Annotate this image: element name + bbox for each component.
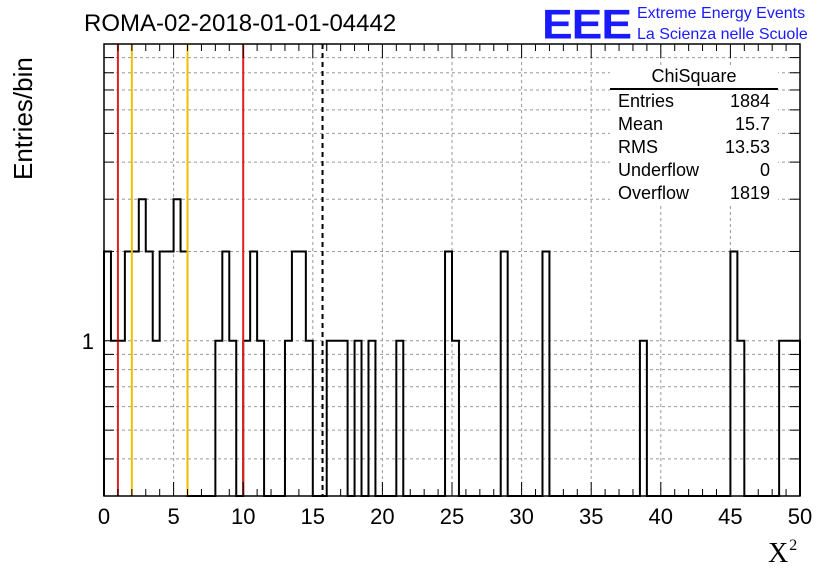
reference-lines bbox=[116, 44, 324, 496]
histogram-bin bbox=[167, 251, 174, 496]
histogram-bin bbox=[368, 341, 375, 496]
eee-logo-line2: La Scienza nelle Scuole bbox=[637, 26, 808, 43]
x-tick-label: 45 bbox=[718, 504, 742, 529]
stats-label: Mean bbox=[618, 114, 664, 134]
x-tick-label: 25 bbox=[440, 504, 464, 529]
eee-logo: EEE bbox=[542, 0, 632, 48]
x-tick-label: 40 bbox=[649, 504, 673, 529]
x-tick-label: 10 bbox=[231, 504, 255, 529]
histogram-bin bbox=[779, 341, 786, 496]
histogram-bin bbox=[146, 251, 153, 496]
stats-value: 1884 bbox=[729, 91, 770, 111]
histogram-bin bbox=[285, 341, 292, 496]
histogram-bin bbox=[452, 341, 459, 496]
histogram-bin bbox=[139, 199, 146, 496]
x-tick-label: 5 bbox=[167, 504, 179, 529]
x-tick-label: 20 bbox=[370, 504, 394, 529]
histogram-bin bbox=[299, 251, 306, 496]
stats-box-title: ChiSquare bbox=[610, 66, 778, 90]
histogram-bin bbox=[132, 251, 139, 496]
histogram-bin bbox=[793, 341, 800, 496]
eee-logo-line1: Extreme Energy Events bbox=[637, 5, 806, 22]
histogram-bin bbox=[292, 251, 299, 496]
y-tick-label: 1 bbox=[82, 329, 94, 354]
histogram-bin bbox=[396, 341, 403, 496]
histogram-bin bbox=[229, 341, 236, 496]
histogram-bin bbox=[786, 341, 793, 496]
histogram-bin bbox=[445, 251, 452, 496]
stats-row-mean: Mean 15.7 bbox=[610, 113, 778, 136]
x-tick-label: 35 bbox=[579, 504, 603, 529]
histogram-bin bbox=[355, 341, 362, 496]
stats-row-rms: RMS 13.53 bbox=[610, 136, 778, 159]
x-axis-label: X2 bbox=[768, 537, 797, 570]
x-tick-label: 30 bbox=[509, 504, 533, 529]
histogram-bin bbox=[334, 341, 341, 496]
histogram-bin bbox=[181, 251, 188, 496]
x-axis-label-symbol: X bbox=[768, 538, 789, 569]
stats-row-overflow: Overflow 1819 bbox=[610, 182, 778, 205]
histogram-bin bbox=[257, 341, 264, 496]
y-axis-label: Entries/bin bbox=[8, 57, 38, 180]
histogram-bin bbox=[327, 341, 334, 496]
histogram-bin bbox=[542, 251, 549, 496]
histogram-bin bbox=[153, 341, 160, 496]
stats-row-underflow: Underflow 0 bbox=[610, 159, 778, 182]
histogram-bin bbox=[730, 251, 737, 496]
histogram-bin bbox=[174, 199, 181, 496]
stats-value: 13.53 bbox=[724, 137, 770, 157]
histogram-bin bbox=[737, 341, 744, 496]
histogram-bin bbox=[118, 341, 125, 496]
axes bbox=[103, 43, 801, 497]
histogram-bin bbox=[640, 341, 647, 496]
x-axis-label-superscript: 2 bbox=[789, 537, 798, 554]
histogram-bin bbox=[160, 251, 167, 496]
x-tick-label: 50 bbox=[788, 504, 812, 529]
stats-value: 1819 bbox=[729, 183, 770, 203]
stats-value: 15.7 bbox=[734, 114, 770, 134]
histogram-bin bbox=[306, 341, 313, 496]
stats-row-entries: Entries 1884 bbox=[610, 90, 778, 113]
histogram-bin bbox=[111, 341, 118, 496]
histogram-bin bbox=[501, 251, 508, 496]
histogram-bin bbox=[243, 341, 250, 496]
stats-value: 0 bbox=[759, 160, 770, 180]
chart-title: ROMA-02-2018-01-01-04442 bbox=[84, 10, 397, 37]
stats-box: ChiSquare Entries 1884 Mean 15.7 RMS 13.… bbox=[610, 66, 778, 205]
x-tick-label: 0 bbox=[98, 504, 110, 529]
stats-label: Overflow bbox=[618, 183, 690, 203]
histogram-bin bbox=[222, 251, 229, 496]
x-tick-label: 15 bbox=[301, 504, 325, 529]
histogram-bin bbox=[341, 341, 348, 496]
histogram-bin bbox=[125, 251, 132, 496]
stats-label: Entries bbox=[618, 91, 675, 111]
stats-label: RMS bbox=[618, 137, 658, 157]
histogram-bin bbox=[250, 251, 257, 496]
tick-labels: 0 5 10 15 20 25 30 35 40 45 50 1 bbox=[82, 329, 812, 529]
stats-label: Underflow bbox=[618, 160, 700, 180]
histogram-bin bbox=[215, 341, 222, 496]
